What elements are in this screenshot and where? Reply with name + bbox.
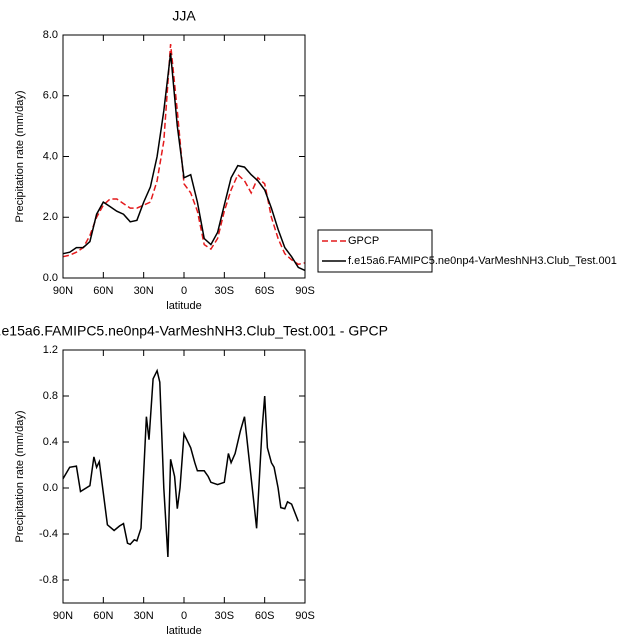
chart-title: JJA bbox=[172, 8, 196, 24]
legend-label: f.e15a6.FAMIPC5.ne0np4-VarMeshNH3.Club_T… bbox=[348, 255, 617, 267]
y-tick-label: 0.0 bbox=[43, 272, 58, 284]
y-axis-label: Precipitation rate (mm/day) bbox=[14, 410, 26, 542]
y-tick-label: 0.4 bbox=[43, 436, 58, 448]
x-axis-label: latitude bbox=[166, 625, 201, 637]
x-tick-label: 90S bbox=[295, 610, 315, 622]
x-tick-label: 30N bbox=[134, 610, 154, 622]
y-tick-label: 4.0 bbox=[43, 150, 58, 162]
x-tick-label: 0 bbox=[181, 610, 187, 622]
chart-title: f.e15a6.FAMIPC5.ne0np4-VarMeshNH3.Club_T… bbox=[0, 323, 388, 339]
data-line bbox=[62, 53, 306, 272]
data-line bbox=[62, 368, 299, 558]
x-tick-label: 30N bbox=[134, 285, 154, 297]
x-tick-label: 60N bbox=[93, 285, 113, 297]
legend-label: GPCP bbox=[348, 235, 379, 247]
y-tick-label: 6.0 bbox=[43, 90, 58, 102]
x-tick-label: 30S bbox=[215, 610, 235, 622]
y-tick-label: 0.0 bbox=[43, 482, 58, 494]
plot-frame bbox=[62, 349, 306, 604]
legend-box bbox=[317, 229, 433, 273]
x-tick-label: 90N bbox=[53, 285, 73, 297]
y-tick-label: -0.4 bbox=[39, 528, 58, 540]
x-tick-label: 0 bbox=[181, 285, 187, 297]
x-axis-label: latitude bbox=[166, 300, 201, 312]
plot-frame bbox=[62, 34, 306, 279]
x-tick-label: 60S bbox=[255, 610, 275, 622]
y-axis-label: Precipitation rate (mm/day) bbox=[14, 90, 26, 222]
y-tick-label: 0.8 bbox=[43, 390, 58, 402]
x-tick-label: 60N bbox=[93, 610, 113, 622]
x-tick-label: 90S bbox=[295, 285, 315, 297]
x-tick-label: 90N bbox=[53, 610, 73, 622]
x-tick-label: 30S bbox=[215, 285, 235, 297]
y-tick-label: 2.0 bbox=[43, 211, 58, 223]
y-tick-label: 8.0 bbox=[43, 29, 58, 41]
data-line bbox=[62, 44, 306, 266]
x-tick-label: 60S bbox=[255, 285, 275, 297]
y-tick-label: -0.8 bbox=[39, 574, 58, 586]
y-tick-label: 1.2 bbox=[43, 344, 58, 356]
